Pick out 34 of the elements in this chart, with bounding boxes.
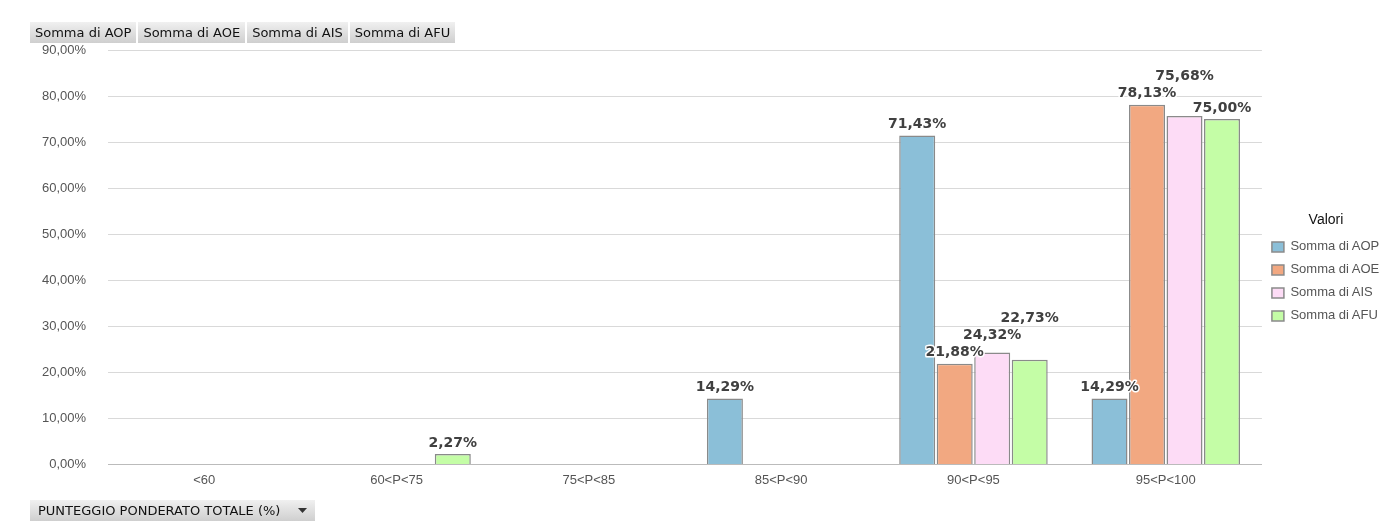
y-tick-label: 60,00% — [42, 179, 87, 195]
text: Somma di AOP — [30, 22, 137, 43]
x-tick-label: 85<P<90 — [754, 471, 808, 487]
x-tick-label: 90<P<95 — [947, 471, 1000, 487]
data-label: 14,29% — [695, 378, 755, 395]
data-label: 75,68% — [1155, 67, 1214, 84]
legend-label: Somma di AOE — [1290, 261, 1380, 277]
text: Somma di AIS — [247, 22, 348, 43]
legend-label: Somma di AOP — [1290, 238, 1380, 254]
data-label: 75,00% — [1192, 98, 1252, 115]
y-tick-label: 90,00% — [42, 41, 87, 57]
text: Somma di AFU — [349, 22, 456, 43]
legend-label: Somma di AFU — [1290, 307, 1378, 323]
data-label: 24,32% — [963, 326, 1022, 343]
y-tick-label: 80,00% — [42, 87, 87, 103]
text: Somma di AOE — [138, 22, 246, 43]
data-label: 78,13% — [1117, 84, 1177, 101]
data-label: 71,43% — [888, 115, 947, 132]
y-tick-label: 70,00% — [42, 133, 87, 149]
x-tick-label: <60 — [193, 471, 216, 487]
y-tick-label: 50,00% — [42, 225, 87, 241]
data-label: 2,27% — [428, 433, 478, 450]
y-tick-label: 20,00% — [42, 363, 87, 379]
x-tick-label: 75<P<85 — [562, 471, 616, 487]
y-tick-label: 30,00% — [42, 317, 87, 333]
data-label: 22,73% — [1000, 309, 1059, 326]
y-tick-label: 40,00% — [42, 271, 87, 287]
x-tick-label: 60<P<75 — [370, 471, 423, 487]
x-axis-title: PUNTEGGIO PONDERATO TOTALE (%) — [38, 503, 281, 518]
legend-title: Valori — [1308, 211, 1344, 228]
legend-label: Somma di AIS — [1290, 284, 1374, 300]
x-tick-label: 95<P<100 — [1135, 471, 1196, 487]
y-tick-label: 10,00% — [42, 409, 87, 425]
y-tick-label: 0,00% — [49, 455, 87, 471]
